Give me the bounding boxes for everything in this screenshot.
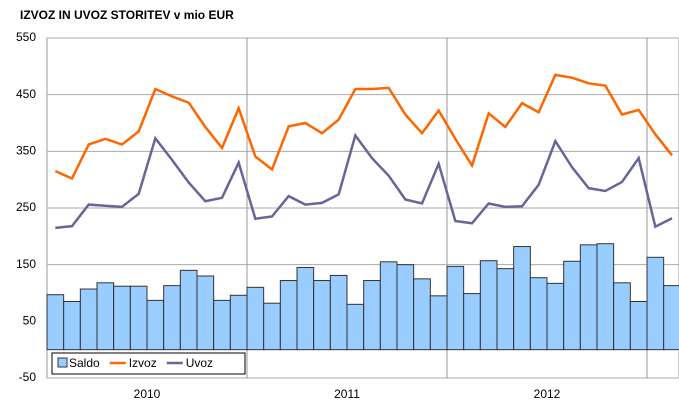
bar (96, 282, 115, 351)
bar (213, 299, 231, 351)
bar (129, 285, 148, 351)
chart-title: IZVOZ IN UVOZ STORITEV v mio EUR (20, 8, 234, 22)
bar (79, 288, 98, 351)
bar (613, 282, 631, 351)
bar (579, 244, 598, 351)
y-tick-label: 250 (16, 200, 36, 214)
bar (346, 303, 365, 351)
y-tick-label: 550 (16, 30, 36, 44)
bar (196, 275, 215, 351)
bar (246, 286, 265, 351)
bar (529, 277, 548, 351)
bar (363, 280, 381, 351)
x-tick-label: 2011 (334, 387, 360, 401)
y-tick-label: 350 (16, 144, 36, 158)
legend-label: Uvoz (186, 356, 213, 370)
bar (396, 264, 415, 351)
legend-label: Izvoz (129, 356, 157, 370)
bar (146, 299, 165, 351)
legend-swatch (57, 357, 68, 368)
bar (663, 285, 679, 351)
bar (163, 285, 181, 351)
bar (629, 301, 648, 351)
bar (463, 293, 481, 351)
legend-box (51, 352, 246, 375)
bar (263, 302, 281, 351)
bar (63, 301, 81, 351)
line (54, 73, 673, 181)
bar (596, 243, 615, 351)
bar (279, 280, 298, 351)
bar (546, 282, 565, 351)
legend-label: Saldo (69, 356, 100, 370)
bar (296, 267, 315, 351)
x-tick-label: 2010 (134, 387, 161, 401)
bar (113, 285, 131, 351)
bar (329, 274, 348, 351)
line (55, 132, 673, 230)
y-tick-label: 150 (16, 257, 36, 271)
bar (229, 294, 248, 351)
bar (379, 261, 398, 351)
bar (46, 294, 65, 351)
y-tick-label: 450 (16, 87, 36, 101)
bar (179, 269, 198, 351)
bar (313, 280, 331, 351)
bar (413, 278, 431, 351)
bar (496, 268, 515, 351)
bar (513, 246, 531, 351)
bar (479, 260, 498, 351)
bar (429, 295, 448, 351)
bar (646, 256, 665, 351)
bar (563, 260, 581, 351)
x-tick-label: 2012 (534, 387, 561, 401)
y-tick-label: 50 (23, 314, 37, 328)
bar (446, 265, 465, 351)
y-tick-label: -50 (19, 370, 37, 384)
